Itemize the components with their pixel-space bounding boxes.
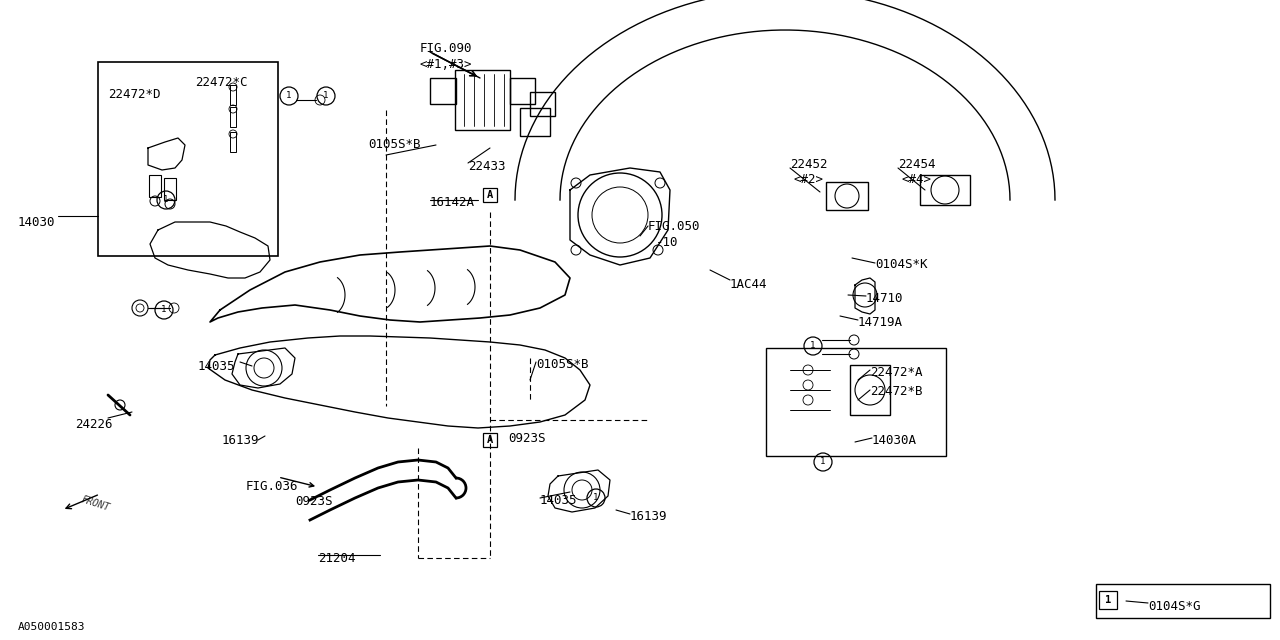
Bar bbox=[148, 175, 161, 197]
Text: 22452: 22452 bbox=[790, 158, 827, 171]
Text: 16142A: 16142A bbox=[430, 196, 475, 209]
Text: 22472*B: 22472*B bbox=[870, 385, 923, 398]
Bar bbox=[1096, 584, 1270, 618]
Text: 24226: 24226 bbox=[76, 418, 113, 431]
Text: A: A bbox=[486, 435, 493, 445]
Text: 14710: 14710 bbox=[867, 292, 904, 305]
Text: 0105S*B: 0105S*B bbox=[536, 358, 589, 371]
Text: 14035: 14035 bbox=[540, 494, 577, 507]
Text: A: A bbox=[486, 190, 493, 200]
Text: 22433: 22433 bbox=[468, 160, 506, 173]
Text: 0104S*K: 0104S*K bbox=[876, 258, 928, 271]
Text: <#2>: <#2> bbox=[794, 173, 823, 186]
Text: 0105S*B: 0105S*B bbox=[369, 138, 421, 151]
Bar bbox=[765, 348, 946, 456]
Text: 14035: 14035 bbox=[198, 360, 236, 373]
Text: 16139: 16139 bbox=[221, 434, 260, 447]
Bar bbox=[850, 365, 890, 415]
Text: 16139: 16139 bbox=[630, 510, 667, 523]
Text: <#4>: <#4> bbox=[901, 173, 931, 186]
Text: FIG.050: FIG.050 bbox=[648, 220, 700, 233]
Text: FIG.036: FIG.036 bbox=[246, 480, 298, 493]
Text: 21204: 21204 bbox=[317, 552, 356, 565]
Bar bbox=[483, 433, 497, 447]
Text: -10: -10 bbox=[657, 236, 678, 249]
Text: 1: 1 bbox=[594, 493, 599, 502]
Bar bbox=[920, 175, 970, 205]
Text: 1: 1 bbox=[820, 458, 826, 467]
Bar bbox=[1100, 591, 1117, 609]
Text: 1AC44: 1AC44 bbox=[730, 278, 768, 291]
Bar bbox=[509, 78, 535, 104]
Bar bbox=[454, 70, 509, 130]
Text: 22454: 22454 bbox=[899, 158, 936, 171]
Bar bbox=[230, 85, 236, 105]
Text: 14030: 14030 bbox=[18, 216, 55, 229]
Text: 14719A: 14719A bbox=[858, 316, 902, 329]
Text: 22472*C: 22472*C bbox=[195, 76, 247, 89]
Text: <#1,#3>: <#1,#3> bbox=[420, 58, 472, 71]
Bar bbox=[520, 108, 550, 136]
Bar bbox=[230, 107, 236, 127]
Text: 22472*A: 22472*A bbox=[870, 366, 923, 379]
Text: 1: 1 bbox=[287, 92, 292, 100]
Text: 0923S: 0923S bbox=[508, 432, 545, 445]
Text: 0923S: 0923S bbox=[294, 495, 333, 508]
Bar bbox=[530, 92, 556, 116]
Text: 1: 1 bbox=[164, 195, 169, 205]
Bar bbox=[230, 132, 236, 152]
Text: 1: 1 bbox=[161, 305, 166, 314]
Text: FRONT: FRONT bbox=[79, 495, 110, 513]
Bar bbox=[430, 78, 456, 104]
Text: 1: 1 bbox=[810, 342, 815, 351]
Text: 0104S*G: 0104S*G bbox=[1148, 600, 1201, 613]
Text: 1: 1 bbox=[324, 92, 329, 100]
Bar bbox=[483, 188, 497, 202]
Bar bbox=[826, 182, 868, 210]
Bar bbox=[164, 178, 177, 200]
Text: 14030A: 14030A bbox=[872, 434, 916, 447]
Text: A050001583: A050001583 bbox=[18, 622, 86, 632]
Text: 1: 1 bbox=[1105, 595, 1111, 605]
Bar bbox=[99, 62, 278, 256]
Text: FIG.090: FIG.090 bbox=[420, 42, 472, 55]
Text: 22472*D: 22472*D bbox=[108, 88, 160, 101]
